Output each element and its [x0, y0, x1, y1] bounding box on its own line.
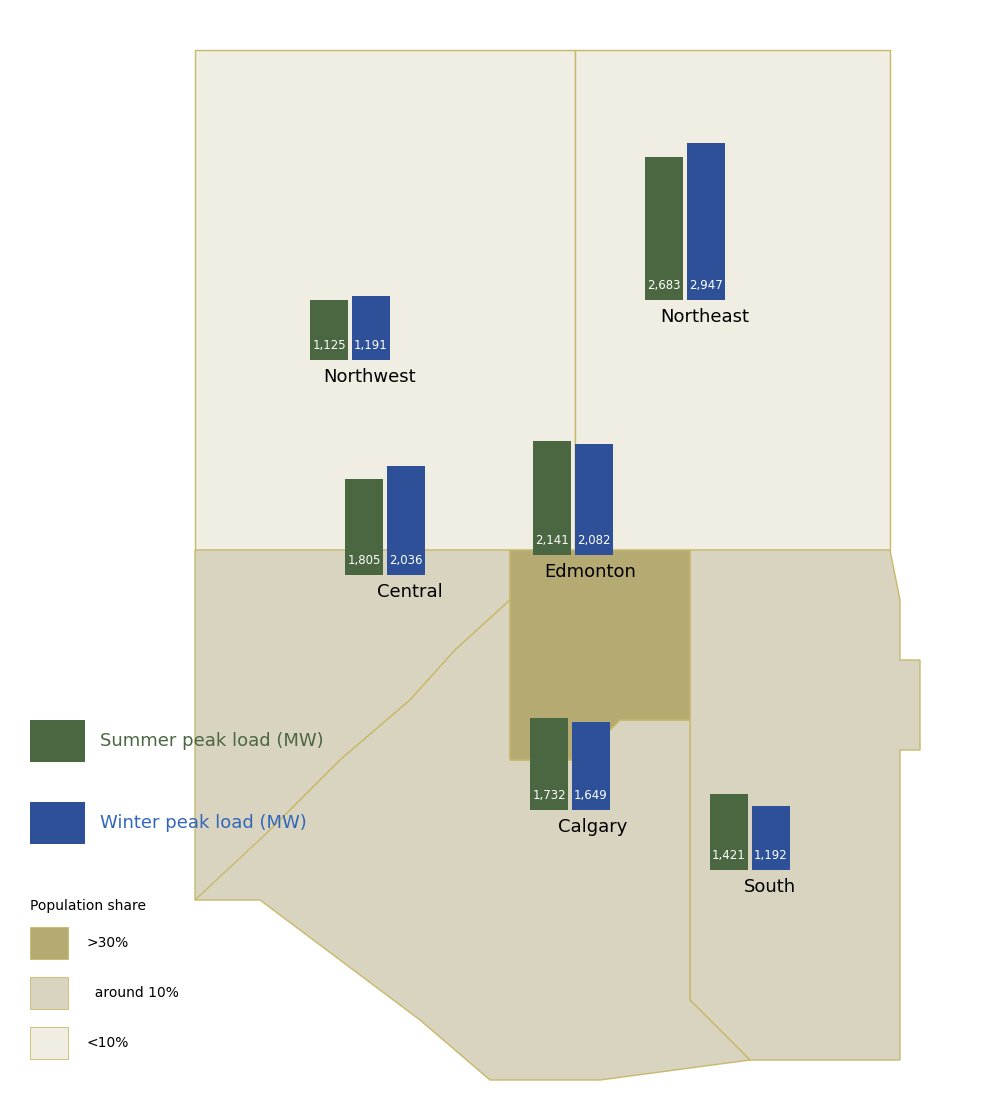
Text: Summer peak load (MW): Summer peak load (MW)	[100, 732, 324, 749]
Text: 2,082: 2,082	[577, 534, 611, 547]
Text: Northwest: Northwest	[324, 368, 416, 386]
Bar	[30, 719, 85, 762]
Bar	[572, 722, 610, 810]
Text: 1,421: 1,421	[712, 848, 746, 862]
Polygon shape	[195, 50, 575, 550]
Text: 2,036: 2,036	[389, 554, 423, 567]
Bar	[30, 977, 68, 1009]
Bar	[533, 440, 571, 555]
Polygon shape	[690, 550, 920, 1060]
Text: 1,805: 1,805	[347, 554, 381, 567]
Text: Northeast: Northeast	[660, 308, 750, 326]
Text: South: South	[744, 878, 796, 896]
Text: 2,141: 2,141	[535, 534, 569, 547]
Bar	[30, 802, 85, 844]
Bar	[30, 927, 68, 959]
Bar	[752, 806, 790, 870]
Text: >30%: >30%	[86, 936, 128, 950]
Polygon shape	[575, 50, 890, 550]
Text: Edmonton: Edmonton	[544, 563, 636, 580]
Text: 1,649: 1,649	[574, 790, 608, 802]
Text: Calgary: Calgary	[558, 818, 628, 836]
Polygon shape	[195, 600, 750, 1080]
Bar	[387, 466, 425, 575]
Text: 2,947: 2,947	[689, 279, 723, 292]
Text: around 10%: around 10%	[86, 986, 179, 1000]
Text: 1,732: 1,732	[532, 790, 566, 802]
Bar	[687, 142, 725, 300]
Bar	[352, 297, 390, 360]
Text: Central: Central	[377, 583, 443, 600]
Text: Winter peak load (MW): Winter peak load (MW)	[100, 814, 307, 832]
Text: 2,683: 2,683	[647, 279, 681, 292]
Bar	[310, 300, 348, 360]
Bar	[345, 479, 383, 575]
Text: <10%: <10%	[86, 1036, 128, 1050]
Text: 1,191: 1,191	[354, 339, 388, 353]
Text: 1,125: 1,125	[312, 339, 346, 353]
Polygon shape	[510, 550, 690, 759]
Bar	[575, 444, 613, 555]
Bar	[710, 794, 748, 870]
Bar	[645, 157, 683, 300]
Polygon shape	[195, 550, 510, 900]
Bar	[30, 1027, 68, 1059]
Text: Population share: Population share	[30, 898, 146, 913]
Bar	[530, 717, 568, 810]
Text: 1,192: 1,192	[754, 848, 788, 862]
